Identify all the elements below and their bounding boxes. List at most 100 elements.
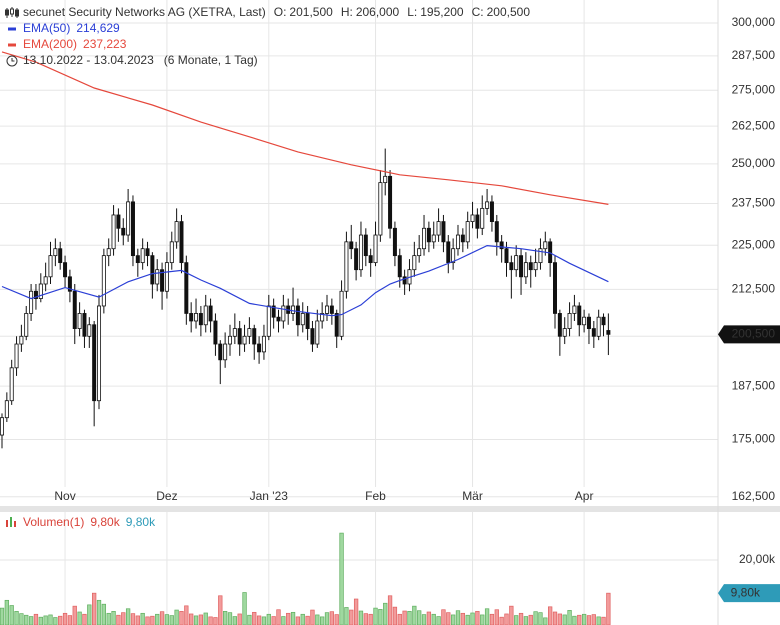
y-tick-label: 275,000: [732, 82, 776, 96]
chart-icon: [5, 7, 19, 18]
volume-bar: [208, 616, 213, 625]
candle-body: [53, 248, 58, 257]
candle-body: [116, 214, 121, 229]
candle-body: [213, 320, 218, 345]
volume-bar: [266, 613, 271, 625]
x-tick-label: Feb: [365, 489, 386, 503]
volume-bar: [48, 614, 53, 625]
candle-body: [426, 227, 431, 243]
candle-body: [38, 283, 43, 299]
volume-bar: [606, 592, 611, 625]
volume-bar: [528, 614, 533, 625]
volume-name: Volumen(1): [23, 515, 84, 529]
volume-bar: [572, 615, 577, 625]
volume-bar: [242, 592, 247, 625]
ohlc-name: L:: [407, 5, 417, 19]
candle-body: [451, 248, 456, 264]
ohlc-value: 206,000: [356, 5, 400, 19]
candle-body: [504, 248, 509, 264]
volume-bar: [174, 609, 179, 625]
volume-bar: [499, 616, 504, 625]
volume-bar: [557, 613, 563, 625]
volume-bar: [392, 606, 398, 625]
candle-body: [4, 400, 9, 419]
volume-bar: [320, 616, 325, 625]
candle-body: [14, 343, 19, 369]
volume-bar: [494, 609, 499, 625]
volume-bar: [159, 611, 165, 625]
candle-body: [252, 328, 257, 345]
candle-body: [160, 269, 165, 292]
legend-value: 237,223: [83, 37, 127, 51]
volume-bar: [509, 605, 514, 625]
candle-body: [218, 343, 223, 361]
volume-bar: [33, 613, 39, 625]
candle-body: [295, 305, 300, 326]
volume-bar: [193, 615, 199, 625]
volume-bar: [290, 611, 296, 625]
volume-bar: [227, 612, 233, 625]
volume-bar: [0, 607, 5, 625]
ohlc-value: 201,500: [289, 5, 333, 19]
volume-bar: [339, 532, 344, 625]
y-tick-label: 250,000: [732, 156, 776, 170]
candle-body: [329, 305, 334, 314]
volume-bar: [358, 610, 364, 625]
volume-bar: [125, 608, 131, 625]
volume-bar: [300, 613, 305, 625]
candle-body: [455, 234, 460, 250]
candle-body: [223, 343, 228, 361]
candle-body: [227, 335, 232, 345]
candle-body: [169, 241, 174, 264]
candle-body: [9, 367, 14, 402]
title: secunet Security Networks AG (XETRA, Las…: [23, 5, 266, 19]
volume-bar: [203, 612, 208, 625]
x-tick-label: Jan '23: [250, 489, 289, 503]
volume-bar: [591, 614, 596, 625]
volume-bar: [596, 616, 601, 625]
volume-bar: [436, 616, 441, 625]
candle-body: [276, 316, 281, 322]
volume-bar: [562, 614, 567, 625]
candle-body: [586, 316, 591, 329]
volume-bar: [543, 617, 548, 625]
candle-body: [305, 313, 310, 329]
candle-body: [606, 330, 611, 335]
legend-name: EMA(50): [23, 21, 70, 35]
candle-body: [582, 316, 587, 326]
volume-bar: [4, 599, 9, 625]
volume-bar: [92, 592, 97, 625]
y-tick-label: 300,000: [732, 15, 776, 29]
candle-body: [417, 248, 422, 257]
volume-bar: [407, 611, 412, 625]
volume-bar: [329, 611, 335, 625]
volume-bar: [353, 598, 359, 625]
candle-body: [465, 221, 470, 243]
candle-body: [577, 305, 582, 326]
candle-body: [368, 255, 373, 264]
volume-bar: [455, 610, 461, 625]
volume-bar: [538, 612, 543, 625]
candle-body: [189, 313, 194, 322]
volume-bar: [67, 615, 73, 625]
volume-bar: [53, 617, 58, 625]
candle-body: [475, 214, 480, 229]
candle-body: [203, 305, 208, 326]
candle-body: [383, 175, 388, 184]
volume-bar: [96, 599, 102, 625]
candle-body: [334, 313, 339, 337]
candle-body: [538, 248, 543, 264]
candle-body: [310, 328, 315, 345]
candle-body: [514, 255, 519, 271]
volume-bar: [72, 605, 77, 625]
candle-body: [155, 269, 160, 285]
date-range: 13.10.2022 - 13.04.2023 (6 Monate, 1 Tag): [23, 53, 258, 67]
volume-bar: [310, 609, 315, 625]
volume-bar: [213, 617, 218, 625]
candle-body: [519, 255, 524, 278]
period-text: (6 Monate, 1 Tag): [164, 53, 258, 67]
candle-body: [43, 276, 48, 285]
candle-body: [87, 324, 92, 337]
candle-body: [300, 313, 305, 326]
volume-bar: [135, 615, 140, 625]
